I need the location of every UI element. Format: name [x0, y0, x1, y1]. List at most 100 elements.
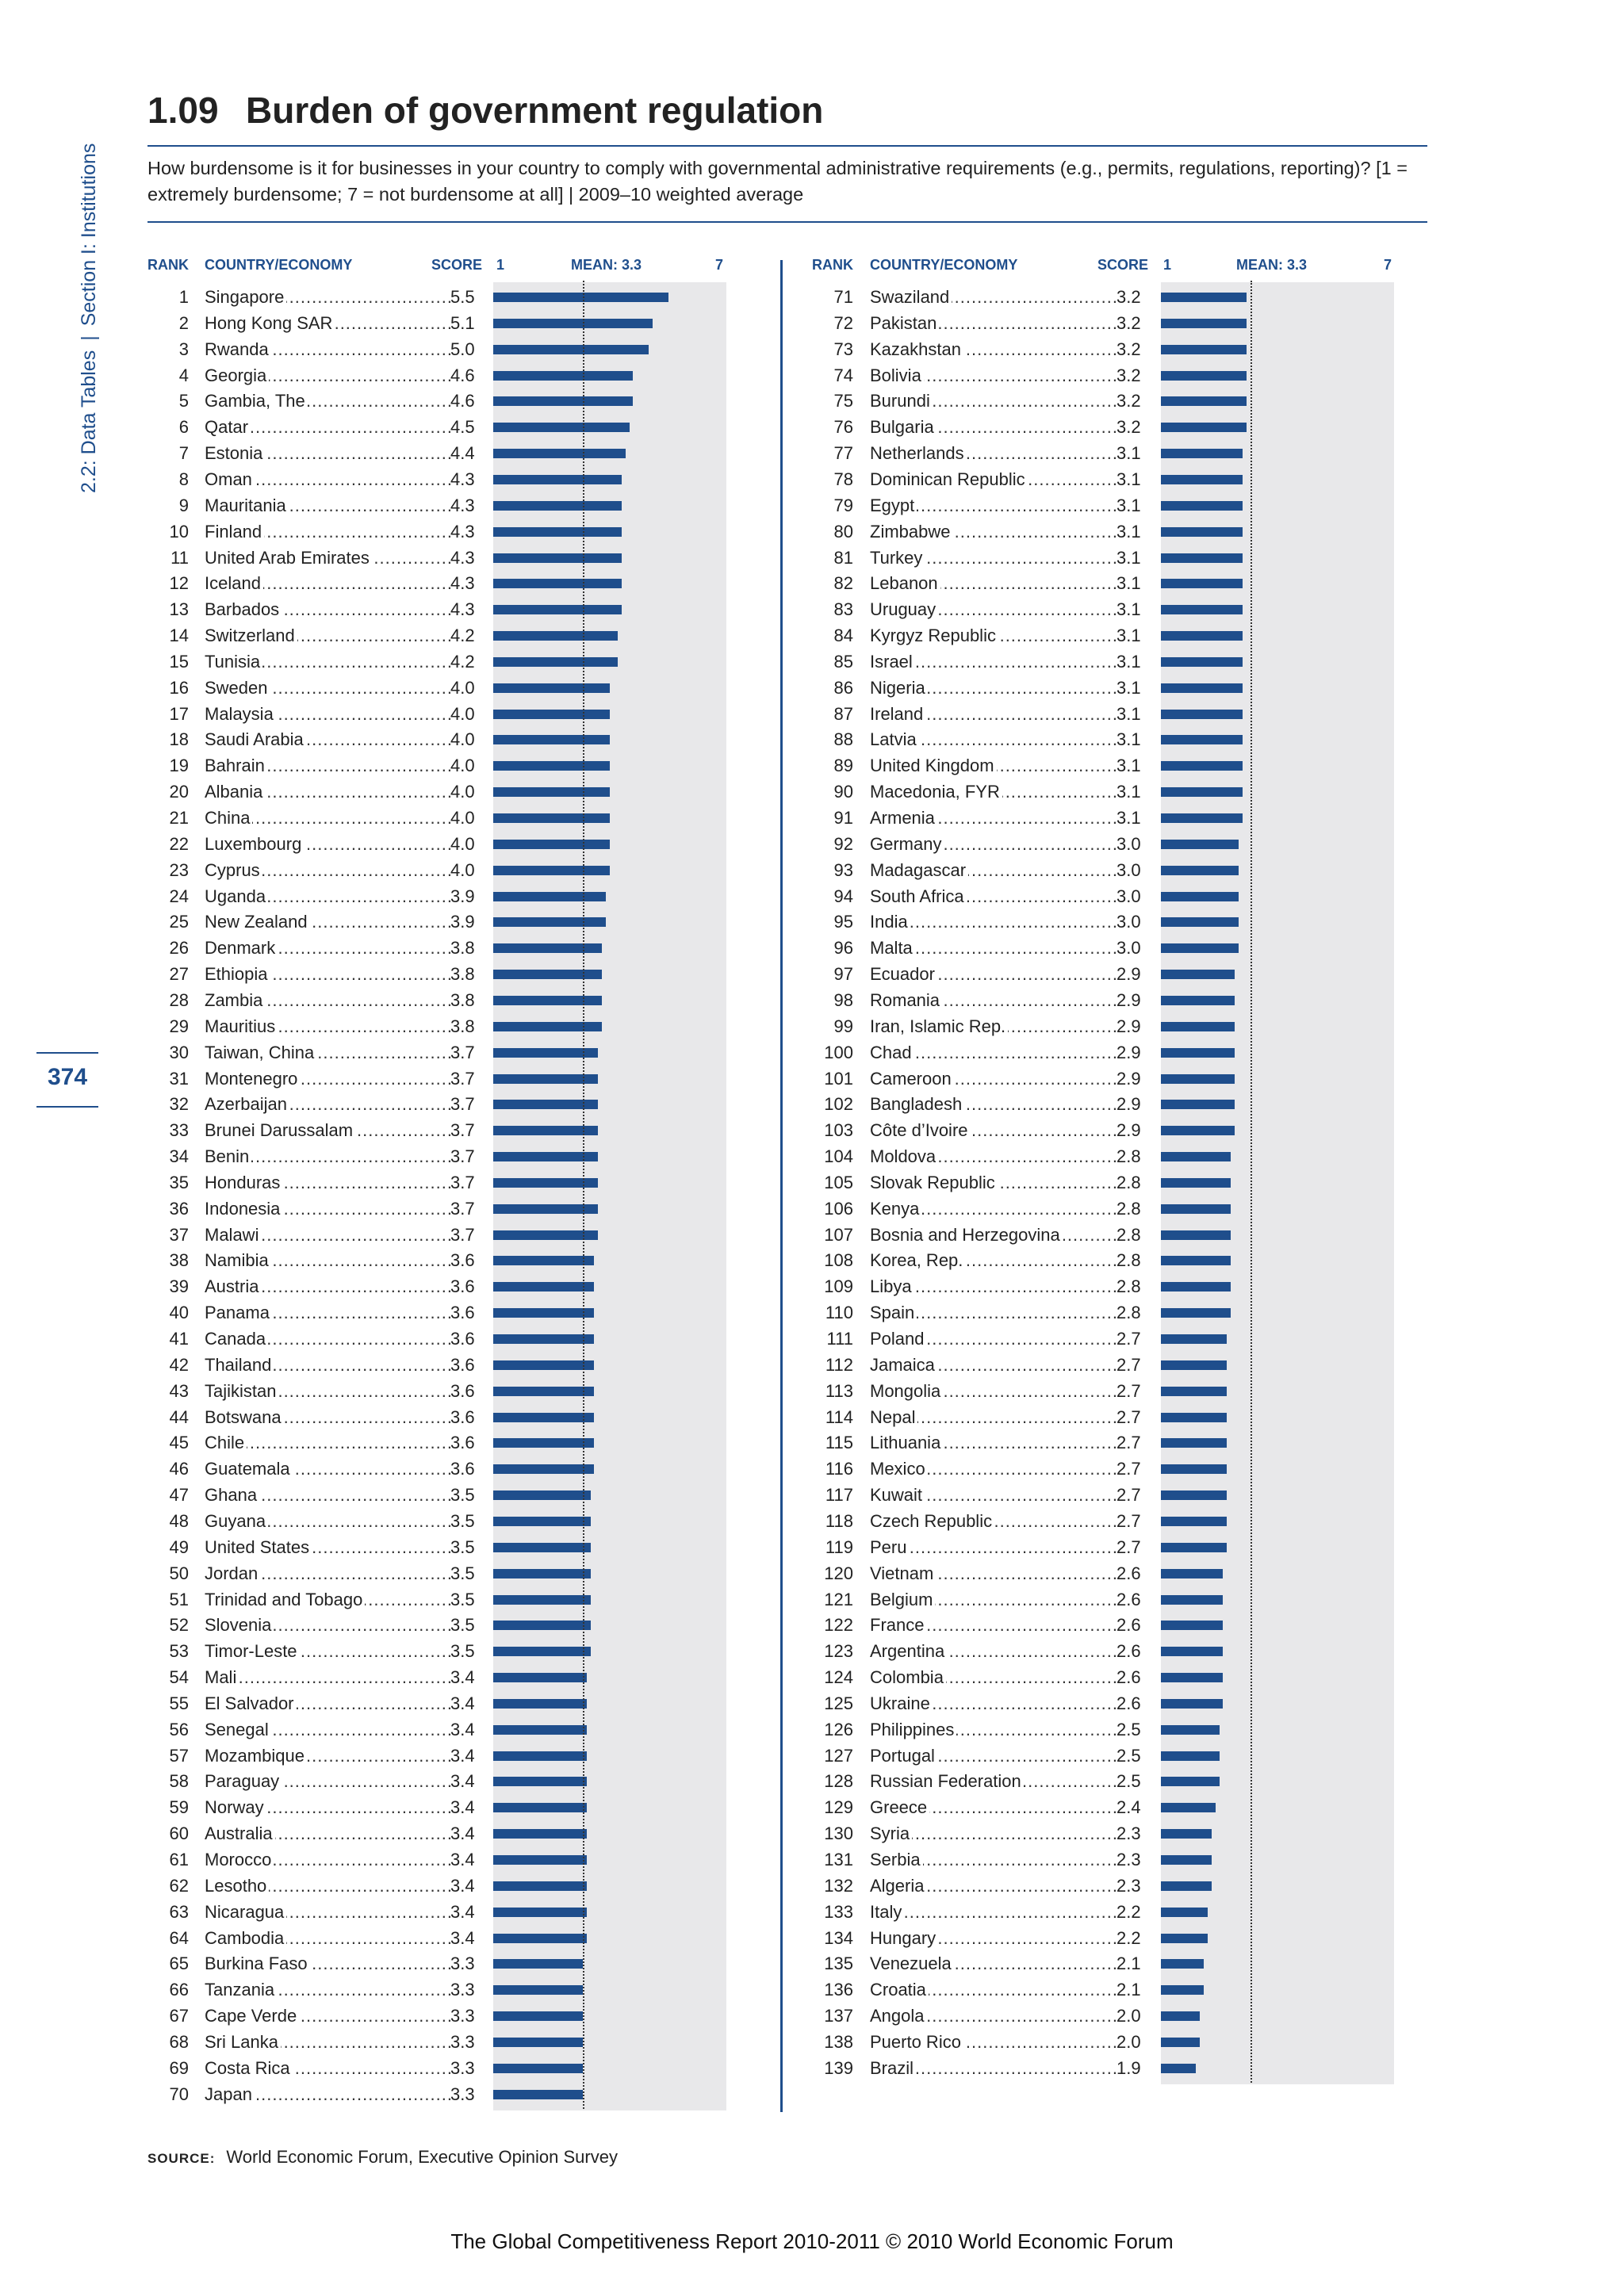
table-row: 115.....................................… — [0, 1429, 1624, 1456]
country-name: ........................................… — [205, 1013, 452, 1039]
table-row: 50......................................… — [0, 1559, 1624, 1586]
score-value: 3.4 — [450, 1820, 475, 1847]
rank-value: 53 — [169, 1641, 189, 1662]
country-label: Taiwan, China — [205, 1042, 317, 1062]
score-value: 4.0 — [450, 805, 475, 831]
score-bar — [1161, 1100, 1235, 1110]
country-name: ........................................… — [205, 622, 452, 649]
rank-value: 98 — [833, 989, 853, 1010]
score-bar — [1161, 839, 1239, 849]
country-label: Japan — [205, 2084, 255, 2104]
table-row: 65......................................… — [0, 1950, 1624, 1977]
score-value: 3.1 — [1116, 622, 1141, 649]
country-label: Uruguay — [870, 599, 939, 620]
rank-value: 22 — [169, 833, 189, 854]
score-bar — [493, 1464, 595, 1475]
column-header-rank: RANK — [147, 257, 189, 273]
score-value: 4.0 — [450, 830, 475, 857]
country-name: ........................................… — [870, 1196, 1118, 1222]
table-row: 21......................................… — [0, 805, 1624, 831]
score-value: 3.4 — [450, 1794, 475, 1821]
score-value: 2.3 — [1116, 1872, 1141, 1899]
rank-value: 4 — [178, 365, 189, 385]
score-value: 3.3 — [450, 1976, 475, 2003]
score-value: 4.3 — [450, 570, 475, 597]
score-value: 3.4 — [450, 1898, 475, 1925]
rank-value: 62 — [169, 1875, 189, 1896]
score-bar — [1161, 1177, 1231, 1188]
country-label: Belgium — [870, 1589, 936, 1609]
rank-value: 1 — [178, 287, 189, 307]
country-name: ........................................… — [870, 1716, 1118, 1743]
rank-value: 41 — [169, 1329, 189, 1349]
table-row: 74......................................… — [0, 362, 1624, 388]
country-label: Mauritania — [205, 495, 289, 515]
table-row: 25......................................… — [0, 909, 1624, 936]
rank-value: 132 — [824, 1875, 853, 1896]
score-bar — [493, 1256, 595, 1266]
score-bar — [493, 1438, 595, 1448]
country-label: Cyprus — [205, 859, 262, 880]
rank-value: 126 — [824, 1719, 853, 1739]
score-value: 3.0 — [1116, 909, 1141, 936]
score-value: 4.0 — [450, 674, 475, 701]
table-row: 46......................................… — [0, 1456, 1624, 1483]
country-label: Honduras — [205, 1172, 283, 1192]
score-bar — [1161, 1230, 1231, 1240]
score-value: 3.1 — [1116, 648, 1141, 675]
country-label: Qatar — [205, 417, 251, 438]
table-row: 36......................................… — [0, 1195, 1624, 1222]
table-row: 5.......................................… — [0, 388, 1624, 415]
rank-value: 64 — [169, 1927, 189, 1948]
country-name: ........................................… — [205, 388, 452, 414]
table-row: 133.....................................… — [0, 1898, 1624, 1925]
table-row: 1.......................................… — [0, 284, 1624, 310]
score-value: 2.9 — [1116, 1091, 1141, 1118]
table-row: 95......................................… — [0, 909, 1624, 936]
country-label: Côte d’Ivoire — [870, 1120, 971, 1141]
rank-value: 129 — [824, 1797, 853, 1818]
rank-value: 105 — [824, 1172, 853, 1192]
country-label: New Zealand — [205, 912, 310, 932]
rank-value: 68 — [169, 2031, 189, 2052]
country-label: Estonia — [205, 443, 266, 464]
country-name: ........................................… — [205, 2029, 452, 2055]
country-name: ........................................… — [205, 414, 452, 440]
rank-value: 84 — [833, 626, 853, 646]
country-name: ........................................… — [205, 1091, 452, 1117]
table-row: 134.....................................… — [0, 1924, 1624, 1951]
score-bar — [493, 370, 634, 381]
rank-value: 10 — [169, 521, 189, 541]
rank-value: 83 — [833, 599, 853, 620]
country-name: ........................................… — [205, 1976, 452, 2003]
rank-value: 80 — [833, 521, 853, 541]
score-bar — [493, 1829, 587, 1839]
rank-value: 117 — [825, 1485, 853, 1506]
rank-value: 29 — [169, 1016, 189, 1036]
table-row: 34......................................… — [0, 1143, 1624, 1170]
country-label: Egypt — [870, 495, 917, 515]
country-label: Italy — [870, 1901, 905, 1922]
country-name: ........................................… — [870, 1456, 1118, 1482]
table-row: 64......................................… — [0, 1924, 1624, 1951]
country-name: ........................................… — [870, 1508, 1118, 1534]
table-row: 90......................................… — [0, 779, 1624, 806]
score-value: 3.5 — [450, 1507, 475, 1534]
table-row: 94......................................… — [0, 882, 1624, 909]
country-label: Kazakhstan — [870, 339, 963, 359]
rank-value: 101 — [824, 1068, 853, 1089]
country-name: ........................................… — [205, 883, 452, 909]
country-label: Denmark — [205, 938, 278, 959]
score-value: 2.7 — [1116, 1377, 1141, 1404]
score-bar — [493, 1334, 595, 1344]
score-value: 3.4 — [450, 1872, 475, 1899]
country-label: Paraguay — [205, 1771, 282, 1792]
score-value: 3.2 — [1116, 414, 1141, 441]
country-label: El Salvador — [205, 1693, 297, 1713]
table-row: 82......................................… — [0, 570, 1624, 597]
score-bar — [493, 1152, 599, 1162]
table-row: 83......................................… — [0, 596, 1624, 623]
country-name: ........................................… — [205, 284, 452, 310]
country-label: United States — [205, 1536, 312, 1557]
country-name: ........................................… — [870, 779, 1118, 805]
